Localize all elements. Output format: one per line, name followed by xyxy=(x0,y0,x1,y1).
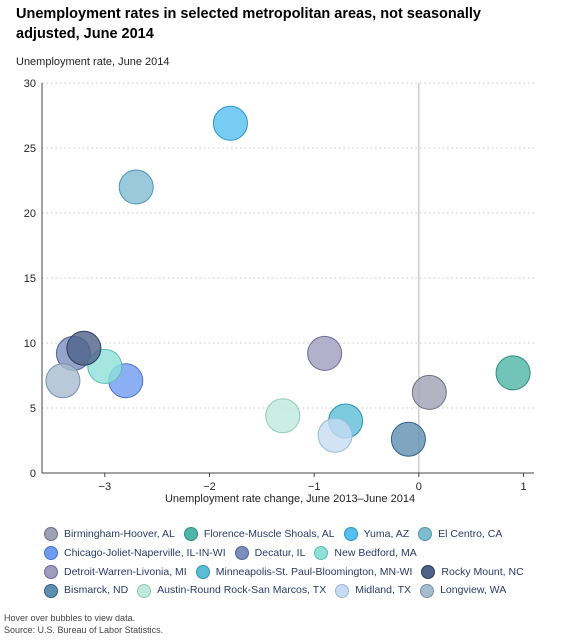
legend-item[interactable]: Florence-Muscle Shoals, AL xyxy=(183,527,335,542)
legend-item[interactable]: Decatur, IL xyxy=(234,546,306,561)
legend-label: New Bedford, MA xyxy=(334,546,417,559)
y-tick-label: 10 xyxy=(24,338,36,350)
bubble-point[interactable] xyxy=(45,363,81,399)
x-tick-label: 1 xyxy=(520,481,526,493)
bubble-point[interactable] xyxy=(495,355,531,391)
y-tick-label: 20 xyxy=(24,208,36,220)
y-tick-label: 5 xyxy=(30,403,36,415)
bubble-point[interactable] xyxy=(265,398,301,434)
legend-swatch xyxy=(44,527,58,542)
legend-swatch xyxy=(183,527,198,542)
legend-swatch xyxy=(44,546,58,560)
legend-label: El Centro, CA xyxy=(438,528,503,540)
legend-label: Minneapolis-St. Paul-Bloomington, MN-WI xyxy=(215,565,413,578)
legend-label: Birmingham-Hoover, AL xyxy=(64,528,175,540)
legend-label: Chicago-Joliet-Naperville, IL-IN-WI xyxy=(64,546,226,559)
footnotes: Hover over bubbles to view data. Source:… xyxy=(4,612,163,636)
bubble-point[interactable] xyxy=(411,374,447,410)
legend-swatch xyxy=(420,583,435,598)
legend-swatch xyxy=(421,564,436,579)
legend-item[interactable]: Midland, TX xyxy=(335,583,411,598)
legend-item[interactable]: Yuma, AZ xyxy=(343,527,410,542)
source-note: Source: U.S. Bureau of Labor Statistics. xyxy=(4,625,164,635)
chart-title: Unemployment rates in selected metropoli… xyxy=(16,6,481,42)
x-tick-label: −3 xyxy=(99,481,112,493)
legend-label: Detroit-Warren-Livonia, MI xyxy=(64,565,187,578)
x-tick-label: 0 xyxy=(416,481,422,493)
legend-swatch xyxy=(44,564,58,579)
bubble-point[interactable] xyxy=(212,105,248,141)
legend-item[interactable]: Longview, WA xyxy=(420,583,506,598)
legend-label: Rocky Mount, NC xyxy=(441,565,524,578)
legend-item[interactable]: Chicago-Joliet-Naperville, IL-IN-WI xyxy=(44,546,226,561)
bubble-point[interactable] xyxy=(66,330,102,366)
x-tick-label: −1 xyxy=(308,481,321,493)
legend-swatch xyxy=(343,527,358,542)
legend-swatch xyxy=(44,583,58,598)
bubble-point[interactable] xyxy=(317,417,353,453)
legend: Birmingham-Hoover, AL Florence-Muscle Sho… xyxy=(44,527,564,602)
bubbles xyxy=(45,105,531,457)
legend-item[interactable]: Detroit-Warren-Livonia, MI xyxy=(44,564,187,580)
x-tick-label: −2 xyxy=(203,481,216,493)
hover-note: Hover over bubbles to view data. xyxy=(4,613,136,623)
legend-swatch xyxy=(195,564,210,579)
y-axis-label: Unemployment rate, June 2014 xyxy=(16,56,170,68)
bubble-point[interactable] xyxy=(118,169,154,205)
legend-swatch xyxy=(418,527,433,542)
legend-label: Decatur, IL xyxy=(254,546,306,559)
x-axis-label: Unemployment rate change, June 2013–June… xyxy=(165,493,415,505)
legend-label: Bismarck, ND xyxy=(64,584,129,597)
legend-item[interactable]: Bismarck, ND xyxy=(44,583,128,598)
legend-swatch xyxy=(234,546,249,560)
tick-labels: 0 5 10 15 20 25 30 −3 −2 −1 0 1 xyxy=(24,78,527,493)
legend-label: Longview, WA xyxy=(440,584,507,597)
legend-label: Yuma, AZ xyxy=(363,528,410,540)
y-tick-label: 15 xyxy=(24,273,36,285)
bubble-chart: 0 5 10 15 20 25 30 −3 −2 −1 0 1 Unemployment rate c… xyxy=(24,78,534,505)
bubble-point[interactable] xyxy=(307,335,343,371)
y-tick-label: 30 xyxy=(24,78,36,90)
legend-label: Midland, TX xyxy=(355,584,412,597)
y-tick-label: 25 xyxy=(24,143,36,155)
legend-item[interactable]: Rocky Mount, NC xyxy=(421,564,524,580)
legend-swatch xyxy=(137,583,152,598)
legend-item[interactable]: Minneapolis-St. Paul-Bloomington, MN-WI xyxy=(195,564,413,580)
axes xyxy=(41,83,534,477)
legend-item[interactable]: El Centro, CA xyxy=(418,527,502,542)
gridlines xyxy=(42,82,534,409)
legend-label: Florence-Muscle Shoals, AL xyxy=(203,528,335,540)
legend-item[interactable]: Birmingham-Hoover, AL xyxy=(44,527,175,542)
legend-swatch xyxy=(335,583,350,598)
legend-item[interactable]: New Bedford, MA xyxy=(314,546,417,561)
legend-label: Austin-Round Rock-San Marcos, TX xyxy=(157,584,327,597)
y-tick-label: 0 xyxy=(30,468,36,480)
legend-swatch xyxy=(314,546,329,560)
bubble-point[interactable] xyxy=(390,421,426,457)
legend-item[interactable]: Austin-Round Rock-San Marcos, TX xyxy=(137,583,326,598)
